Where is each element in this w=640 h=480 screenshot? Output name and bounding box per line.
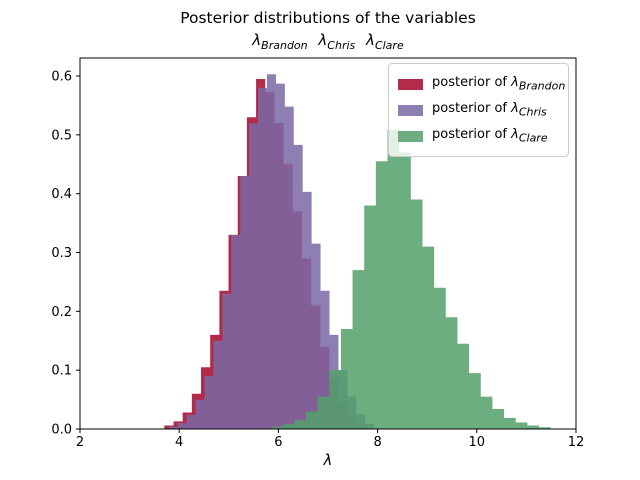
x-tick-label: 10 — [469, 435, 486, 450]
legend-label-brandon: posterior of λBrandon — [432, 75, 566, 93]
y-tick-label: 0.0 — [51, 423, 72, 438]
legend-swatch-chris — [398, 104, 423, 116]
legend-swatch-clare — [398, 130, 423, 142]
x-tick-label: 8 — [373, 435, 381, 450]
y-tick-label: 0.2 — [51, 305, 72, 320]
legend-entry-brandon: posterior of λBrandon — [398, 71, 565, 97]
legend-entry-chris: posterior of λChris — [398, 97, 559, 123]
x-tick-label: 2 — [76, 435, 84, 450]
y-tick-label: 0.4 — [51, 187, 72, 202]
x-tick-label: 4 — [175, 435, 183, 450]
legend-label-chris: posterior of λChris — [432, 101, 547, 119]
y-tick-label: 0.5 — [51, 128, 72, 143]
axes-title-var-chris: λChris — [318, 31, 356, 52]
axes-title: λBrandon λChris λClare — [80, 31, 576, 52]
histogram-chris — [168, 74, 375, 430]
legend-label-clare: posterior of λClare — [432, 127, 548, 145]
axes-title-var-clare: λClare — [366, 31, 404, 52]
y-tick-label: 0.6 — [51, 70, 72, 85]
x-axis-label: λ — [323, 451, 333, 469]
x-tick-label: 12 — [568, 435, 585, 450]
legend-entry-clare: posterior of λClare — [398, 123, 559, 149]
y-tick-label: 0.1 — [51, 364, 72, 379]
figure-title: Posterior distributions of the variables — [180, 9, 476, 27]
histogram-clare — [270, 130, 551, 429]
y-tick-label: 0.3 — [51, 246, 72, 261]
axes-spines — [79, 57, 577, 430]
x-tick-label: 6 — [274, 435, 282, 450]
legend: posterior of λBrandon posterior of λChri… — [388, 63, 569, 157]
axes-title-var-brandon: λBrandon — [252, 31, 308, 52]
legend-swatch-brandon — [398, 78, 423, 90]
